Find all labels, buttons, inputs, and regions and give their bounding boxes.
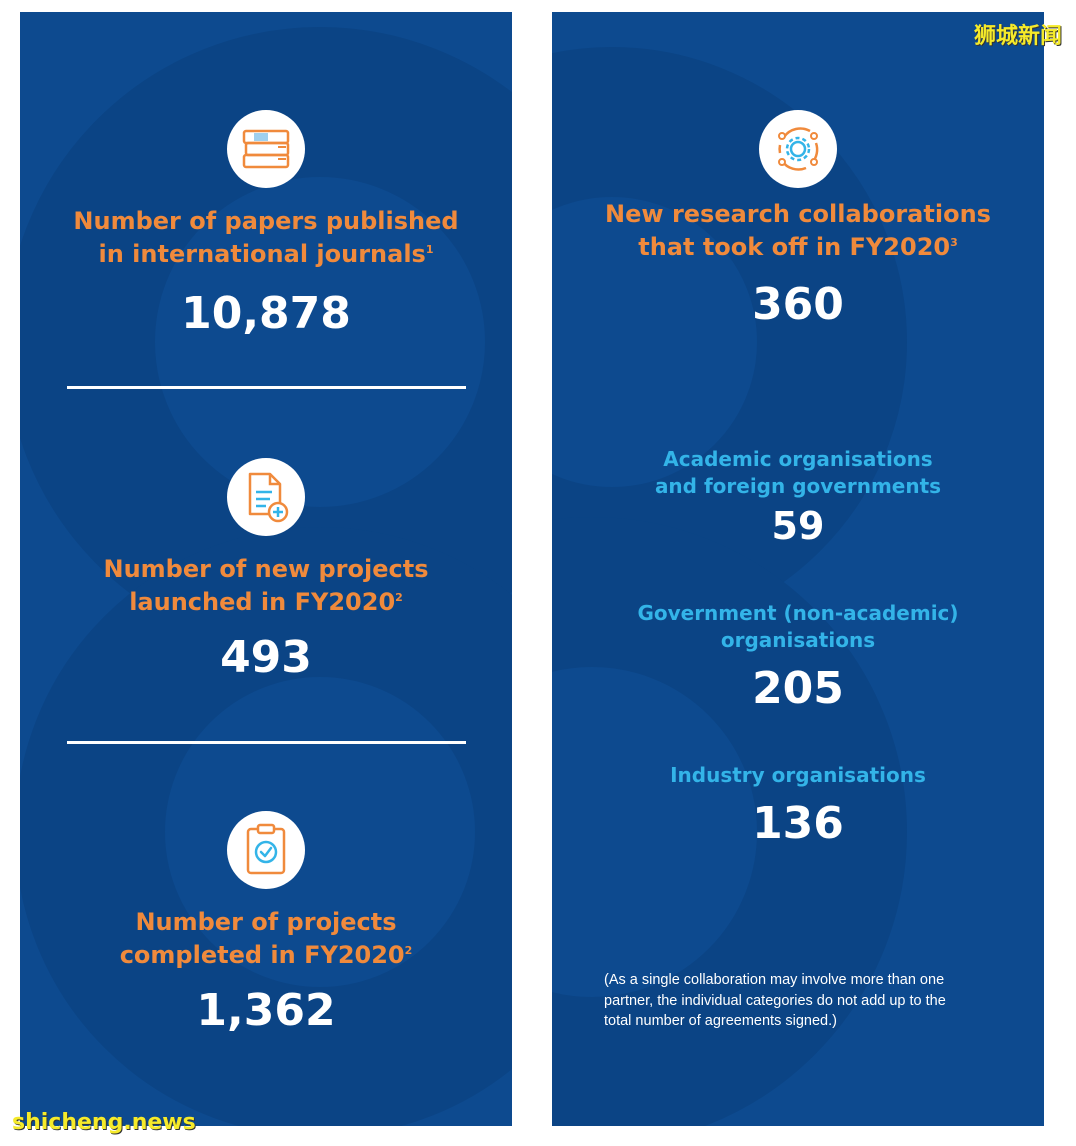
background-loop-graphic xyxy=(552,47,907,1126)
government-value: 205 xyxy=(752,663,844,714)
new-projects-footnote: 2 xyxy=(395,591,403,604)
completed-footnote: 2 xyxy=(404,944,413,957)
papers-value: 10,878 xyxy=(181,288,351,339)
new-projects-label: Number of new projects launched in FY202… xyxy=(20,553,512,619)
left-stats-panel: Number of papers published in internatio… xyxy=(20,12,512,1126)
government-label-line2: organisations xyxy=(720,628,876,652)
document-add-icon xyxy=(227,458,305,536)
note-line2: partner, the individual categories do no… xyxy=(604,992,946,1009)
academic-value: 59 xyxy=(771,504,825,548)
background-loop-graphic xyxy=(20,27,512,1126)
completed-label-line2: completed in FY2020 xyxy=(119,941,405,969)
collaborations-footnote: 3 xyxy=(950,236,958,249)
divider xyxy=(67,386,466,389)
industry-value: 136 xyxy=(752,798,844,849)
government-label-line1: Government (non-academic) xyxy=(637,601,959,625)
watermark-bottom-left: shicheng.news xyxy=(12,1110,196,1135)
papers-label-line1: Number of papers published xyxy=(73,207,459,235)
divider xyxy=(67,741,466,744)
academic-label: Academic organisations and foreign gover… xyxy=(552,446,1044,500)
collaborations-label-line1: New research collaborations xyxy=(605,200,991,228)
collaborations-label-line2: that took off in FY2020 xyxy=(638,233,951,261)
completed-value: 1,362 xyxy=(196,985,336,1036)
academic-label-line2: and foreign governments xyxy=(654,474,942,498)
new-projects-label-line1: Number of new projects xyxy=(103,555,429,583)
collaborations-value: 360 xyxy=(752,279,844,330)
books-icon xyxy=(227,110,305,188)
clipboard-check-icon xyxy=(227,811,305,889)
papers-footnote: 1 xyxy=(425,243,434,256)
new-projects-value: 493 xyxy=(220,632,312,683)
academic-label-line1: Academic organisations xyxy=(663,447,933,471)
note-line1: (As a single collaboration may involve m… xyxy=(604,972,945,988)
completed-label-line1: Number of projects xyxy=(135,908,397,936)
papers-label: Number of papers published in internatio… xyxy=(20,205,512,271)
government-label: Government (non-academic) organisations xyxy=(552,600,1044,654)
industry-label: Industry organisations xyxy=(670,763,926,787)
right-stats-panel: New research collaborations that took of… xyxy=(552,12,1044,1126)
collaborations-label: New research collaborations that took of… xyxy=(552,198,1044,264)
papers-label-line2: in international journals xyxy=(98,240,426,268)
watermark-top-right: 狮城新闻 xyxy=(973,24,1062,49)
collaboration-footnote-text: (As a single collaboration may involve m… xyxy=(604,970,1004,1032)
new-projects-label-line2: launched in FY2020 xyxy=(129,588,396,616)
note-line3: total number of agreements signed.) xyxy=(604,1013,837,1029)
cycle-gear-icon xyxy=(759,110,837,188)
completed-label: Number of projects completed in FY20202 xyxy=(20,906,512,972)
